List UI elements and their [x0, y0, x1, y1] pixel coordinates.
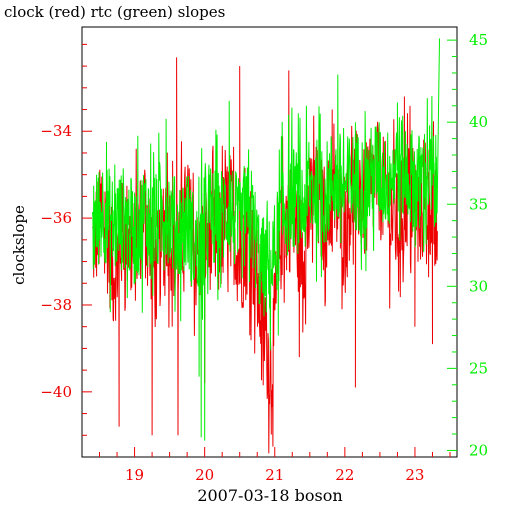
x-tick-label: 20	[195, 466, 214, 484]
x-tick-label: 23	[405, 466, 424, 484]
y-left-tick-label: −36	[40, 209, 72, 227]
y-left-tick-label: −34	[40, 122, 72, 140]
y-right-tick-label: 35	[469, 195, 488, 213]
chart-title: clock (red) rtc (green) slopes	[4, 3, 225, 21]
axis-layer: 19 20 21 22 23 −34 −36 −38 −40 45 40 35 30 25 20	[40, 26, 488, 484]
y-axis-label: clockslope	[10, 205, 28, 285]
y-right-tick-label: 45	[469, 31, 488, 49]
y-left-tick-label: −40	[40, 383, 72, 401]
y-right-tick-label: 20	[469, 441, 488, 459]
y-right-tick-label: 40	[469, 113, 488, 131]
x-tick-label: 22	[335, 466, 354, 484]
x-tick-label: 19	[125, 466, 144, 484]
y-right-tick-label: 30	[469, 277, 488, 295]
series-line-rtc	[92, 38, 440, 441]
y-left-tick-label: −38	[40, 296, 72, 314]
series-layer	[92, 38, 440, 454]
x-axis-label: 2007-03-18 boson	[197, 486, 342, 505]
y-right-tick-label: 25	[469, 359, 488, 377]
x-tick-label: 21	[265, 466, 284, 484]
plot-frame	[81, 26, 458, 458]
